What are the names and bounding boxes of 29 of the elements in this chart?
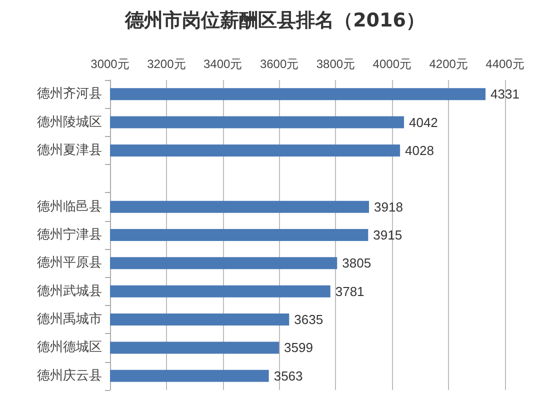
chart-title: 德州市岗位薪酬区县排名（2016） [124, 10, 425, 32]
y-tick-label: 德州庆云县 [37, 368, 102, 384]
data-label: 4331 [490, 86, 520, 102]
y-tick-label: 德州武城县 [37, 284, 102, 299]
data-label: 3915 [373, 228, 402, 242]
data-label: 3918 [374, 199, 403, 214]
data-label: 3805 [342, 256, 372, 271]
x-tick-label: 3400元 [204, 57, 242, 71]
x-tick-label: 3200元 [147, 57, 186, 71]
y-tick-label: 德州陵城区 [37, 114, 102, 130]
data-label: 4028 [405, 142, 434, 158]
data-label: 3563 [274, 368, 303, 384]
y-tick-label: 德州宁津县 [37, 226, 102, 242]
x-tick-label: 4000元 [372, 57, 412, 71]
data-label: 4042 [408, 114, 438, 130]
y-tick-label: 德州临邑县 [37, 199, 102, 214]
data-label: 3599 [284, 340, 313, 356]
x-tick-label: 4200元 [429, 57, 468, 71]
y-tick-label: 德州禹城市 [37, 312, 102, 328]
y-tick-label: 德州夏津县 [37, 142, 102, 158]
y-tick-label: 德州德城区 [37, 340, 102, 356]
x-tick-label: 3000元 [90, 57, 130, 71]
data-label: 3781 [335, 284, 364, 299]
y-tick-label: 德州齐河县 [37, 86, 102, 102]
y-tick-label: 德州平原县 [37, 256, 102, 271]
data-label: 3635 [294, 312, 324, 328]
x-tick-label: 3600元 [260, 57, 299, 71]
x-tick-label: 4400元 [486, 57, 524, 71]
x-tick-label: 3800元 [316, 57, 356, 71]
